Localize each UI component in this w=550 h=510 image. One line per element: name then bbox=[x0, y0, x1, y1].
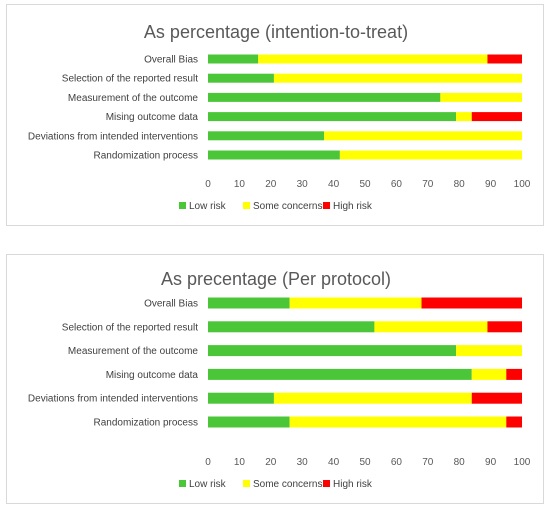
x-tick-label: 90 bbox=[485, 179, 497, 190]
legend-swatch-low bbox=[179, 202, 186, 209]
bar-segment-some bbox=[374, 321, 488, 333]
x-tick-label: 20 bbox=[265, 179, 277, 190]
x-tick-label: 0 bbox=[205, 179, 211, 190]
x-tick-label: 30 bbox=[297, 457, 309, 468]
bar-segment-low bbox=[208, 416, 290, 428]
x-tick-label: 40 bbox=[328, 179, 340, 190]
chart-panel-itt: As percentage (intention-to-treat) Overal… bbox=[6, 4, 544, 226]
x-tick-label: 0 bbox=[205, 457, 211, 468]
bar-segment-low bbox=[208, 112, 457, 122]
category-label: Mising outcome data bbox=[106, 112, 199, 123]
bar-segment-low bbox=[208, 321, 375, 333]
legend-label: High risk bbox=[333, 201, 373, 212]
bar-segment-high bbox=[506, 368, 522, 380]
category-label: Selection of the reported result bbox=[62, 74, 198, 85]
legend-swatch-high bbox=[323, 480, 330, 487]
x-tick-label: 70 bbox=[422, 457, 434, 468]
bar-segment-some bbox=[471, 368, 507, 380]
bar-segment-low bbox=[208, 54, 259, 64]
category-label: Deviations from intended interventions bbox=[28, 394, 198, 405]
bar-segment-some bbox=[289, 416, 507, 428]
bar-segment-low bbox=[208, 368, 472, 380]
x-tick-label: 50 bbox=[359, 179, 371, 190]
bar-segment-some bbox=[289, 297, 422, 309]
category-label: Overall Bias bbox=[144, 55, 198, 66]
bar-segment-high bbox=[471, 392, 522, 404]
category-label: Randomization process bbox=[94, 151, 199, 162]
x-tick-label: 60 bbox=[391, 179, 403, 190]
x-tick-label: 30 bbox=[297, 179, 309, 190]
legend-label: High risk bbox=[333, 479, 373, 490]
bar-segment-some bbox=[273, 73, 522, 83]
x-tick-label: 70 bbox=[422, 179, 434, 190]
x-tick-label: 80 bbox=[454, 457, 466, 468]
category-label: Selection of the reported result bbox=[62, 322, 198, 333]
bar-segment-low bbox=[208, 345, 457, 357]
category-label: Randomization process bbox=[94, 418, 199, 429]
x-tick-label: 50 bbox=[359, 457, 371, 468]
category-label: Measurement of the outcome bbox=[68, 346, 199, 357]
bar-segment-high bbox=[421, 297, 522, 309]
bar-segment-some bbox=[273, 392, 472, 404]
chart-panel-per-protocol: As precentage (Per protocol) Overall Bias… bbox=[6, 254, 544, 504]
x-tick-label: 20 bbox=[265, 457, 277, 468]
bar-segment-low bbox=[208, 92, 441, 102]
bar-segment-some bbox=[456, 112, 472, 122]
legend-swatch-some bbox=[243, 480, 250, 487]
bar-segment-low bbox=[208, 392, 274, 404]
chart-per-protocol-svg: As precentage (Per protocol) Overall Bias… bbox=[28, 269, 531, 490]
x-tick-label: 10 bbox=[234, 457, 246, 468]
category-label: Overall Bias bbox=[144, 299, 198, 310]
bar-segment-high bbox=[487, 321, 522, 333]
x-tick-label: 100 bbox=[514, 457, 531, 468]
bar-segment-some bbox=[440, 92, 522, 102]
legend-label: Some concerns bbox=[253, 201, 322, 212]
category-label: Mising outcome data bbox=[106, 370, 199, 381]
bar-segment-some bbox=[324, 131, 522, 141]
bar-segment-low bbox=[208, 131, 325, 141]
bar-segment-low bbox=[208, 150, 340, 160]
category-label: Deviations from intended interventions bbox=[28, 131, 198, 142]
bar-segment-some bbox=[258, 54, 488, 64]
category-label: Measurement of the outcome bbox=[68, 93, 199, 104]
legend-label: Low risk bbox=[189, 479, 227, 490]
bar-segment-low bbox=[208, 297, 290, 309]
x-tick-label: 10 bbox=[234, 179, 246, 190]
legend-swatch-low bbox=[179, 480, 186, 487]
bar-segment-high bbox=[506, 416, 522, 428]
bar-segment-high bbox=[471, 112, 522, 122]
x-tick-label: 90 bbox=[485, 457, 497, 468]
bar-segment-high bbox=[487, 54, 522, 64]
x-tick-label: 40 bbox=[328, 457, 340, 468]
chart-itt-svg: As percentage (intention-to-treat) Overal… bbox=[28, 22, 531, 212]
legend-label: Low risk bbox=[189, 201, 227, 212]
x-tick-label: 80 bbox=[454, 179, 466, 190]
chart-title: As percentage (intention-to-treat) bbox=[144, 22, 408, 42]
chart-title: As precentage (Per protocol) bbox=[161, 269, 391, 289]
bar-segment-some bbox=[339, 150, 522, 160]
legend-swatch-some bbox=[243, 202, 250, 209]
x-tick-label: 60 bbox=[391, 457, 403, 468]
legend-label: Some concerns bbox=[253, 479, 322, 490]
bar-segment-some bbox=[456, 345, 522, 357]
bar-segment-low bbox=[208, 73, 274, 83]
legend-swatch-high bbox=[323, 202, 330, 209]
x-tick-label: 100 bbox=[514, 179, 531, 190]
